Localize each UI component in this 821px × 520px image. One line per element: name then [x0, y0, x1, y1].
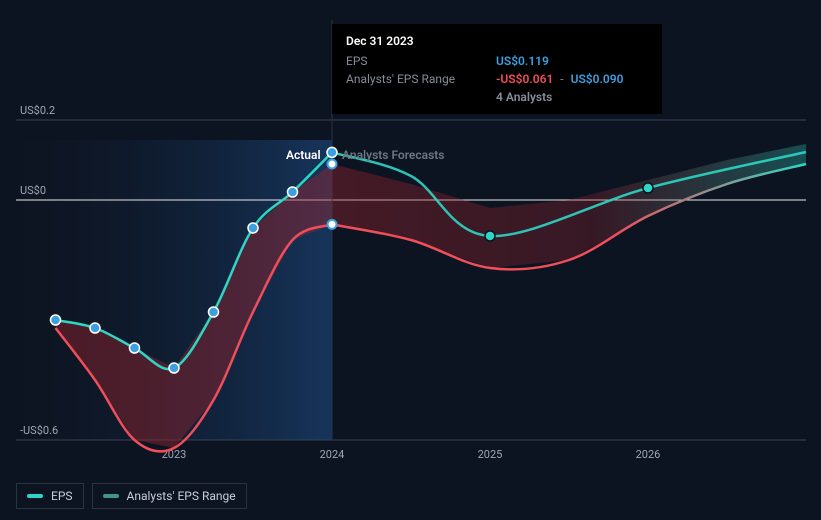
- forecast-region-label: Analysts Forecasts: [342, 148, 444, 162]
- svg-text:2025: 2025: [478, 448, 503, 461]
- tooltip-range-row: Analysts' EPS Range -US$0.061 - US$0.090: [346, 72, 648, 86]
- legend-label-range: Analysts' EPS Range: [127, 489, 236, 503]
- tooltip-analysts-count: 4 Analysts: [496, 90, 648, 104]
- tooltip-eps-value: US$0.119: [496, 54, 549, 68]
- tooltip-eps-row: EPS US$0.119: [346, 54, 648, 68]
- tooltip-range-high: US$0.090: [571, 72, 624, 86]
- legend-item-eps[interactable]: EPS: [16, 483, 84, 509]
- chart-legend: EPS Analysts' EPS Range: [16, 483, 247, 509]
- actual-region-label: Actual: [286, 148, 321, 162]
- svg-text:US$0.2: US$0.2: [20, 104, 55, 117]
- svg-text:US$0: US$0: [20, 184, 46, 197]
- svg-text:2024: 2024: [320, 448, 345, 461]
- svg-text:2026: 2026: [636, 448, 661, 461]
- tooltip-range-sep: -: [560, 72, 563, 86]
- tooltip-range-label: Analysts' EPS Range: [346, 72, 496, 86]
- tooltip-eps-label: EPS: [346, 54, 496, 68]
- svg-text:-US$0.6: -US$0.6: [20, 424, 58, 437]
- tooltip-range-low: -US$0.061: [496, 72, 553, 86]
- legend-label-eps: EPS: [51, 489, 73, 503]
- eps-chart: -US$0.6US$0US$0.22023202420252026 Actual…: [0, 0, 821, 520]
- chart-tooltip: Dec 31 2023 EPS US$0.119 Analysts' EPS R…: [332, 24, 662, 114]
- legend-swatch-range: [103, 494, 119, 498]
- legend-item-range[interactable]: Analysts' EPS Range: [92, 483, 247, 509]
- legend-swatch-eps: [27, 494, 43, 498]
- tooltip-date: Dec 31 2023: [346, 34, 648, 48]
